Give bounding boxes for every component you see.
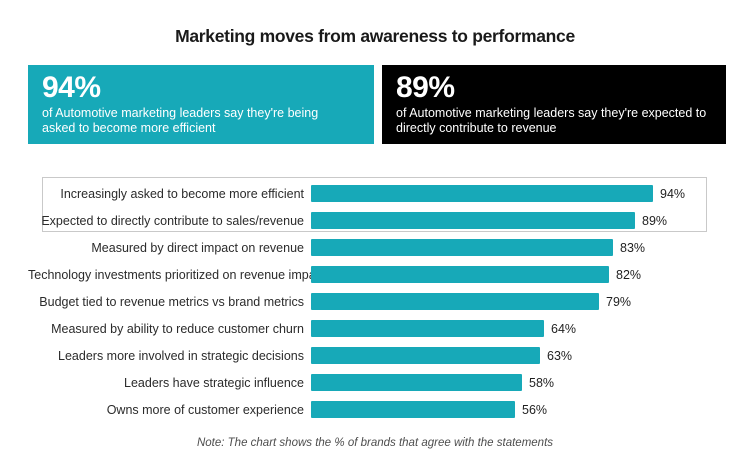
bar bbox=[311, 185, 653, 202]
stat-box-revenue: 89% of Automotive marketing leaders say … bbox=[382, 65, 726, 144]
page-title: Marketing moves from awareness to perfor… bbox=[175, 26, 575, 46]
bar bbox=[311, 374, 522, 391]
chart-row: Measured by ability to reduce customer c… bbox=[28, 315, 722, 342]
bar-value-label: 58% bbox=[529, 375, 555, 390]
bar-category-label: Increasingly asked to become more effici… bbox=[60, 186, 304, 201]
chart-row: Leaders have strategic influence 58% bbox=[28, 369, 722, 396]
bar-category-label: Measured by ability to reduce customer c… bbox=[51, 321, 304, 336]
bar bbox=[311, 212, 635, 229]
bar-chart-rows: Increasingly asked to become more effici… bbox=[28, 180, 722, 423]
bar bbox=[311, 266, 609, 283]
bar-chart: Increasingly asked to become more effici… bbox=[28, 180, 722, 423]
bar-category-label: Leaders have strategic influence bbox=[124, 375, 304, 390]
stat-text-efficiency: of Automotive marketing leaders say they… bbox=[42, 105, 319, 135]
bar-category-label: Expected to directly contribute to sales… bbox=[41, 213, 304, 228]
stat-text-revenue: of Automotive marketing leaders say they… bbox=[396, 105, 707, 135]
stat-value-94: 94% bbox=[42, 71, 101, 104]
bar-category-label: Budget tied to revenue metrics vs brand … bbox=[39, 294, 304, 309]
bar bbox=[311, 320, 544, 337]
bar-category-label: Measured by direct impact on revenue bbox=[91, 240, 304, 255]
chart-row: Owns more of customer experience 56% bbox=[28, 396, 722, 423]
bar-category-label: Technology investments prioritized on re… bbox=[28, 267, 326, 282]
chart-row: Measured by direct impact on revenue 83% bbox=[28, 234, 722, 261]
top-two-highlight-frame bbox=[42, 177, 707, 232]
chart-row: Leaders more involved in strategic decis… bbox=[28, 342, 722, 369]
chart-note: Note: The chart shows the % of brands th… bbox=[196, 437, 554, 449]
chart-row: Budget tied to revenue metrics vs brand … bbox=[28, 288, 722, 315]
bar-value-label: 63% bbox=[547, 348, 573, 363]
chart-row: Technology investments prioritized on re… bbox=[28, 261, 722, 288]
bar bbox=[311, 347, 540, 364]
bar-value-label: 82% bbox=[616, 267, 642, 282]
bar-value-label: 94% bbox=[660, 186, 686, 201]
bar-category-label: Leaders more involved in strategic decis… bbox=[58, 348, 304, 363]
bar bbox=[311, 401, 515, 418]
bar-category-label: Owns more of customer experience bbox=[106, 402, 304, 417]
bar bbox=[311, 293, 599, 310]
chart-row: Increasingly asked to become more effici… bbox=[28, 180, 722, 207]
bar-value-label: 83% bbox=[620, 240, 646, 255]
bar-value-label: 89% bbox=[642, 213, 668, 228]
bar-value-label: 64% bbox=[551, 321, 577, 336]
bar bbox=[311, 239, 613, 256]
chart-row: Expected to directly contribute to sales… bbox=[28, 207, 722, 234]
stat-value-89: 89% bbox=[396, 71, 455, 104]
bar-value-label: 79% bbox=[606, 294, 632, 309]
bar-value-label: 56% bbox=[522, 402, 548, 417]
stat-box-efficiency: 94% of Automotive marketing leaders say … bbox=[28, 65, 374, 144]
